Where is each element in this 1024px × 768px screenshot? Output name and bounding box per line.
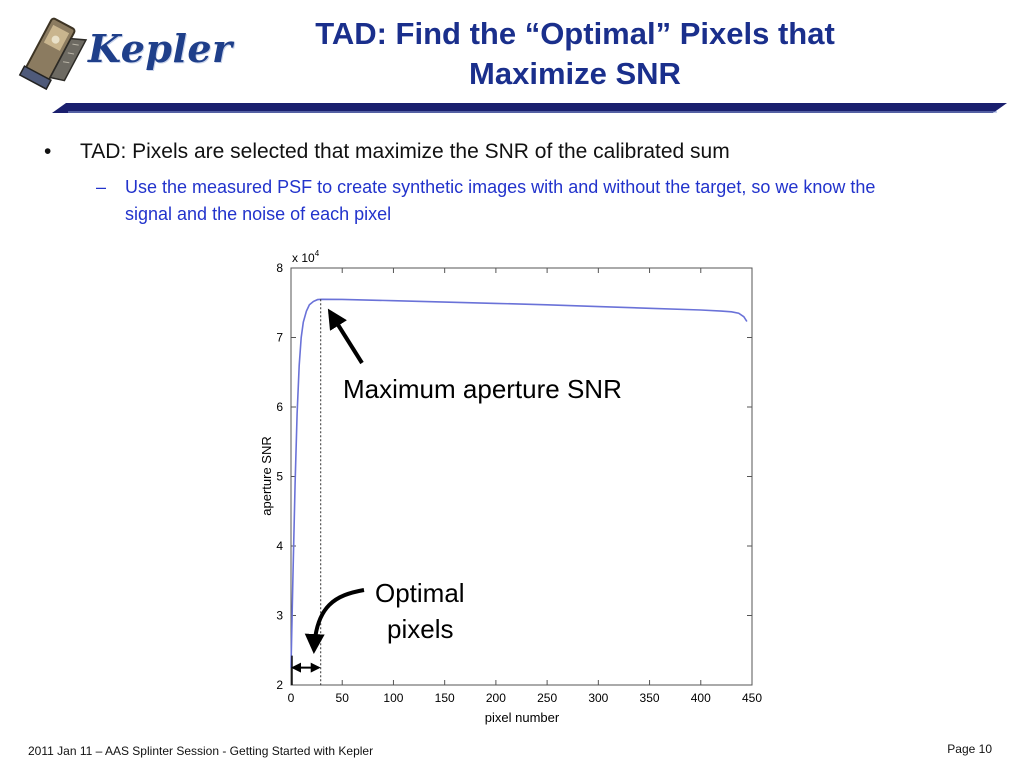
spacecraft-icon [18, 17, 88, 91]
y-tick-label: 8 [276, 261, 283, 275]
slide-title: TAD: Find the “Optimal” Pixels that Maxi… [230, 14, 920, 94]
kepler-logo: Kepler [8, 10, 232, 102]
y-axis-label: aperture SNR [259, 436, 274, 515]
optimal-pixels-annotation-line2: pixels [387, 614, 453, 644]
y-exponent-label: x 104 [292, 249, 320, 265]
sub-bullet-text: Use the measured PSF to create synthetic… [125, 177, 876, 224]
header-rule [52, 103, 1007, 113]
x-tick-label: 300 [588, 691, 608, 705]
x-axis-label: pixel number [485, 710, 560, 725]
snr-chart: 0 50 100 150 200 250 300 350 400 450 2 3 4 5 6 7 8 x 10… [259, 249, 762, 725]
bullet-text: TAD: Pixels are selected that maximize t… [80, 140, 730, 163]
logo-wordmark: Kepler [88, 26, 233, 71]
x-tick-label: 0 [288, 691, 295, 705]
series-line [290, 298, 748, 668]
title-line-1: TAD: Find the “Optimal” Pixels that [315, 16, 835, 51]
x-tick-label: 100 [383, 691, 403, 705]
page-number: Page 10 [947, 742, 992, 756]
y-tick-label: 3 [276, 609, 283, 623]
title-line-2: Maximize SNR [469, 56, 681, 91]
sub-bullet-marker: – [96, 177, 107, 197]
y-tick-label: 6 [276, 400, 283, 414]
footer-session-info: 2011 Jan 11 – AAS Splinter Session - Get… [28, 744, 374, 758]
bullet-marker: • [44, 140, 52, 163]
max-snr-arrow [327, 308, 364, 365]
plot-frame [290, 267, 753, 686]
y-tick-label: 2 [276, 678, 283, 692]
x-tick-label: 150 [435, 691, 455, 705]
x-tick-label: 450 [742, 691, 762, 705]
max-snr-annotation: Maximum aperture SNR [343, 374, 622, 404]
y-tick-label: 5 [276, 470, 283, 484]
y-tick-label: 4 [276, 539, 283, 553]
bullet-item: • TAD: Pixels are selected that maximize … [44, 140, 730, 164]
optimal-pixels-annotation-line1: Optimal [375, 578, 465, 608]
x-tick-label: 200 [486, 691, 506, 705]
x-tick-label: 50 [336, 691, 350, 705]
y-tick-label: 7 [276, 331, 283, 345]
x-tick-label: 350 [640, 691, 660, 705]
sub-bullet-item: – Use the measured PSF to create synthet… [96, 174, 876, 228]
x-tick-label: 400 [691, 691, 711, 705]
optimal-pixels-arrow [304, 588, 365, 654]
x-tick-label: 250 [537, 691, 557, 705]
